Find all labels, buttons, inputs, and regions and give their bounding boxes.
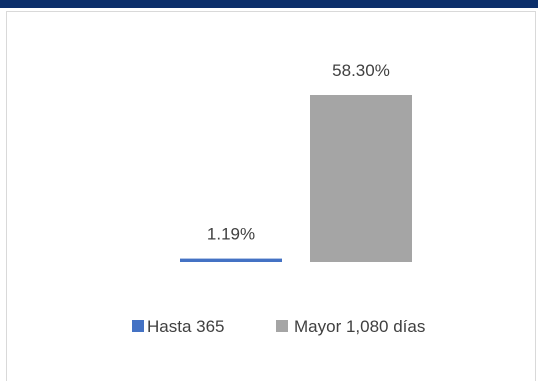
bar-0	[180, 258, 282, 262]
data-labels-group: 1.19% 58.30%	[207, 61, 390, 244]
legend: Hasta 365 Mayor 1,080 días	[132, 317, 425, 336]
legend-label-0: Hasta 365	[147, 317, 225, 336]
data-label-0: 1.19%	[207, 225, 255, 244]
data-label-1: 58.30%	[332, 61, 390, 80]
legend-label-1: Mayor 1,080 días	[294, 317, 425, 336]
bar-1	[310, 95, 412, 262]
header-bar	[0, 0, 538, 8]
legend-swatch-0	[132, 320, 144, 332]
bars-group	[180, 95, 412, 262]
legend-swatch-1	[276, 320, 288, 332]
chart-frame	[6, 11, 536, 381]
